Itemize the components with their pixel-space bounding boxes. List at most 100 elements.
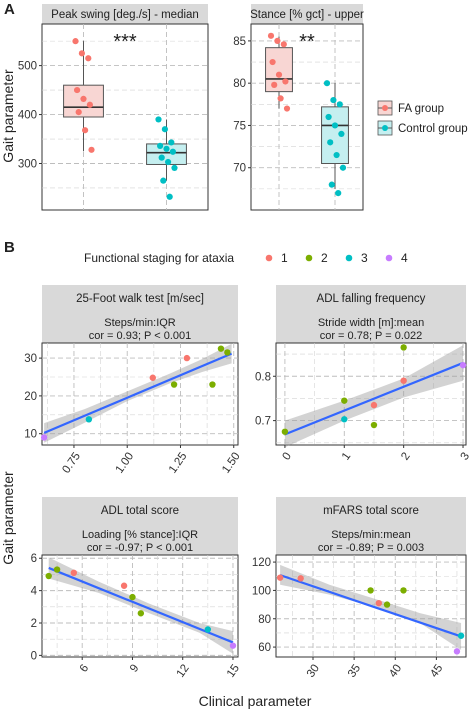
- x-tick-label: 2: [399, 450, 413, 462]
- x-tick-label: 35: [346, 662, 363, 679]
- data-point: [274, 37, 281, 45]
- data-point: [331, 122, 339, 129]
- legend-key-point: [345, 254, 353, 262]
- y-tick-label: 6: [31, 553, 37, 565]
- box-panel-stance: Stance [% gct] - upper 70 75 80 85 **: [233, 4, 364, 211]
- x-tick-label: 1: [340, 450, 354, 462]
- data-point: [370, 401, 378, 409]
- y-tick-label: 0.7: [255, 416, 271, 428]
- data-point: [277, 95, 284, 102]
- box-fa: [265, 47, 293, 93]
- legend-label: FA group: [398, 103, 444, 115]
- legend-key-point: [382, 125, 388, 131]
- confidence-band: [284, 345, 464, 448]
- legend-key-point: [382, 105, 388, 111]
- data-point: [45, 572, 52, 580]
- regression-line: [48, 566, 234, 644]
- box-panel-peak-swing: Peak swing [deg./s] - median 300 400 500 ***: [18, 4, 209, 211]
- x-tick-label: 3: [459, 450, 473, 462]
- data-point: [137, 610, 145, 617]
- data-point: [327, 139, 334, 146]
- panel-letter-a: A: [4, 1, 15, 18]
- y-tick-label: 60: [258, 642, 271, 654]
- legend-label: 4: [401, 251, 408, 265]
- data-point: [297, 575, 304, 582]
- correlation-stat: cor = 0.78; P = 0.022: [320, 330, 423, 342]
- panel-letter-b: B: [4, 239, 15, 256]
- data-point: [74, 86, 81, 94]
- x-tick-label: 0.75: [60, 450, 83, 475]
- facet-strip: [276, 497, 466, 555]
- data-point: [161, 126, 168, 133]
- data-point: [224, 349, 231, 356]
- data-point: [370, 421, 378, 429]
- data-point: [282, 78, 289, 85]
- data-point: [336, 101, 343, 108]
- data-point: [280, 41, 287, 48]
- y-tick-label: 80: [233, 78, 246, 90]
- data-point: [82, 127, 89, 134]
- facet-title: mFARS total score: [323, 505, 419, 517]
- correlation-stat: cor = 0.93; P < 0.001: [89, 330, 192, 342]
- legend-label: 1: [281, 251, 288, 265]
- facet-title: Stance [% gct] - upper: [250, 9, 364, 21]
- data-point: [75, 109, 82, 116]
- x-axis-title-b: Clinical parameter: [199, 693, 312, 709]
- data-point: [217, 345, 225, 352]
- data-point: [267, 32, 275, 39]
- scatter-panels: 25-Foot walk test [m/sec]Steps/min:IQRco…: [24, 285, 472, 680]
- data-point: [459, 361, 467, 369]
- data-point: [269, 58, 276, 66]
- group-legend: FA group Control group: [377, 100, 468, 136]
- x-tick-label: 6: [78, 662, 92, 674]
- x-tick-label: 45: [428, 662, 445, 679]
- data-point: [163, 145, 170, 152]
- data-point: [283, 105, 291, 112]
- data-point: [400, 377, 407, 384]
- legend-label: Control group: [398, 123, 468, 135]
- data-point: [171, 164, 178, 172]
- panel-background: [41, 342, 239, 446]
- facet-strip: [42, 497, 238, 555]
- data-point: [166, 193, 173, 200]
- x-tick-label: 9: [128, 662, 142, 674]
- data-point: [40, 434, 48, 441]
- significance-marker: **: [299, 31, 315, 53]
- facet-title: 25-Foot walk test [m/sec]: [76, 293, 204, 305]
- x-tick-label: 0: [280, 450, 294, 462]
- facet-subtitle: Stride width [m]:mean: [318, 317, 424, 329]
- legend-key-point: [385, 254, 393, 262]
- data-point: [400, 344, 407, 351]
- data-point: [457, 632, 465, 639]
- data-point: [275, 71, 283, 78]
- y-tick-label: 300: [18, 159, 37, 171]
- y-tick-label: 70: [233, 163, 246, 175]
- data-point: [325, 113, 332, 121]
- data-point: [375, 599, 383, 607]
- y-tick-label: 20: [24, 391, 37, 403]
- data-point: [281, 428, 289, 435]
- y-tick-label: 120: [252, 557, 271, 569]
- data-point: [70, 569, 78, 577]
- confidence-band: [280, 564, 462, 650]
- data-point: [160, 177, 167, 184]
- y-tick-label: 500: [18, 61, 37, 73]
- scatter-panel-2: ADL falling frequency Stride width [m]:me…: [255, 285, 472, 463]
- data-point: [367, 587, 374, 594]
- data-point: [169, 148, 176, 155]
- data-point: [85, 55, 92, 62]
- significance-marker: ***: [113, 31, 137, 53]
- data-point: [120, 582, 128, 589]
- facet-subtitle: Steps/min:IQR: [104, 317, 176, 329]
- facet-title: ADL falling frequency: [317, 293, 426, 305]
- correlation-stat: cor = -0.97; P < 0.001: [87, 542, 193, 554]
- legend-title: Functional staging for ataxia: [84, 251, 234, 265]
- data-point: [204, 626, 212, 633]
- x-tick-label: 1.00: [114, 450, 137, 475]
- y-tick-label: 0: [31, 650, 37, 662]
- data-point: [88, 146, 95, 153]
- data-point: [53, 566, 61, 573]
- y-axis-title-a: Gait parameter: [0, 69, 16, 163]
- y-tick-label: 400: [18, 110, 37, 122]
- y-tick-label: 85: [233, 36, 246, 48]
